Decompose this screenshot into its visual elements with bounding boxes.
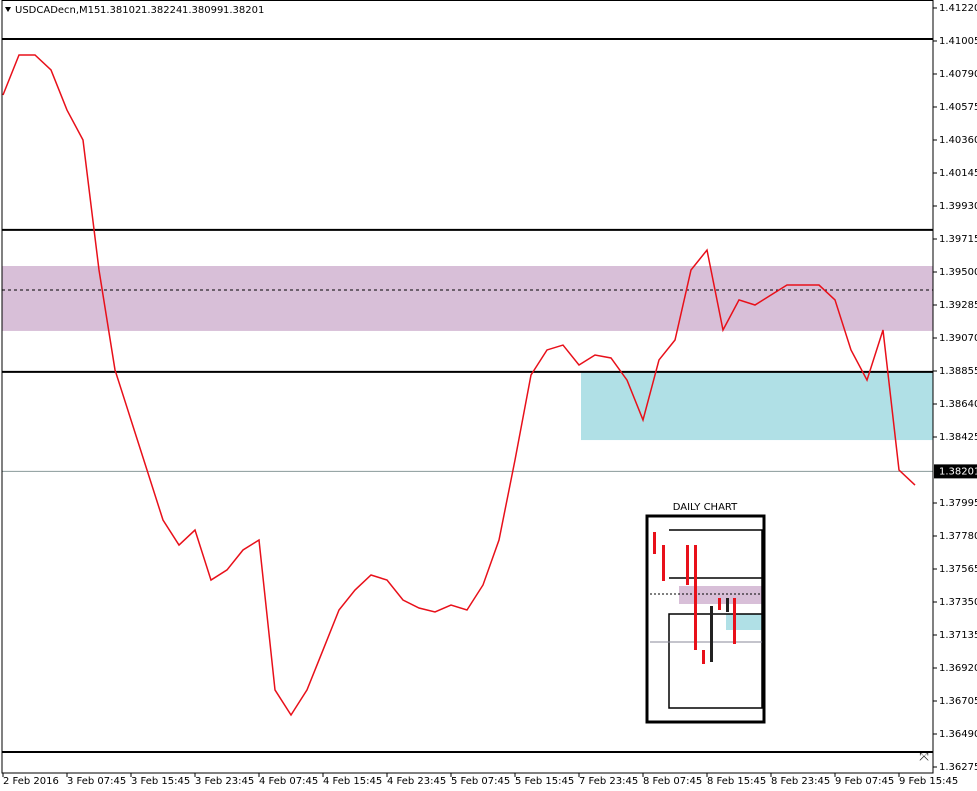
x-tick-label: 8 Feb 23:45 <box>771 776 830 787</box>
inset-candle <box>718 598 721 610</box>
inset-candle <box>702 650 705 664</box>
x-tick-label: 3 Feb 07:45 <box>67 776 126 787</box>
x-tick-label: 9 Feb 07:45 <box>835 776 894 787</box>
x-tick-label: 5 Feb 07:45 <box>451 776 510 787</box>
x-tick-label: 3 Feb 15:45 <box>131 776 190 787</box>
x-tick-label: 4 Feb 23:45 <box>387 776 446 787</box>
x-tick-label: 3 Feb 23:45 <box>195 776 254 787</box>
y-tick-label: 1.40790 <box>939 69 977 80</box>
menu-arrow[interactable] <box>5 7 11 12</box>
inset-candle <box>733 598 736 644</box>
y-tick-label: 1.39500 <box>939 267 977 278</box>
zones <box>2 266 933 441</box>
daily-inset: DAILY CHART <box>645 502 766 724</box>
inset-candle <box>694 545 697 650</box>
header: USDCADecn,M15 1.38102 1.38224 1.38099 1.… <box>5 5 264 16</box>
x-tick-label: 4 Feb 15:45 <box>323 776 382 787</box>
x-tick-label: 4 Feb 07:45 <box>259 776 318 787</box>
y-tick-label: 1.38425 <box>939 432 977 443</box>
symbol-title: USDCADecn,M15 <box>15 5 100 16</box>
y-tick-label: 1.37780 <box>939 531 977 542</box>
plot <box>2 37 933 753</box>
y-tick-label: 1.37135 <box>939 630 977 641</box>
y-tick-label: 1.40575 <box>939 102 977 113</box>
y-tick-label: 1.37995 <box>939 498 977 509</box>
price-line <box>2 54 916 717</box>
x-tick-label: 8 Feb 07:45 <box>643 776 702 787</box>
y-tick-label: 1.41005 <box>939 36 977 47</box>
y-tick-label: 1.39930 <box>939 201 977 212</box>
current-price-label: 1.38201 <box>939 466 977 477</box>
y-tick-label: 1.36490 <box>939 729 977 740</box>
y-tick-label: 1.39070 <box>939 333 977 344</box>
y-tick-label: 1.41220 <box>939 3 977 14</box>
x-tick-label: 5 Feb 15:45 <box>515 776 574 787</box>
y-tick-label: 1.39285 <box>939 300 977 311</box>
inset-candle <box>653 532 656 554</box>
y-tick-label: 1.36275 <box>939 762 977 773</box>
quote-open: 1.38102 <box>100 5 141 16</box>
y-tick-label: 1.36705 <box>939 696 977 707</box>
inset-zone <box>726 614 762 630</box>
y-tick-label: 1.38855 <box>939 366 977 377</box>
x-tick-label: 9 Feb 15:45 <box>899 776 958 787</box>
inset-zone <box>679 586 762 604</box>
inset-candle <box>710 606 713 662</box>
y-tick-label: 1.40145 <box>939 168 977 179</box>
y-tick-label: 1.37350 <box>939 597 977 608</box>
x-tick-label: 7 Feb 23:45 <box>579 776 638 787</box>
zone <box>2 266 933 331</box>
quote-high: 1.38224 <box>141 5 182 16</box>
scroll-shift-icon[interactable]: ⤧ <box>919 750 929 764</box>
y-tick-label: 1.36920 <box>939 663 977 674</box>
x-tick-label: 2 Feb 2016 <box>3 776 59 787</box>
inset-candle <box>726 598 729 612</box>
inset-candle <box>662 545 665 581</box>
zone <box>581 371 933 441</box>
y-tick-label: 1.39715 <box>939 234 977 245</box>
current-price-box <box>934 464 977 479</box>
y-tick-label: 1.40360 <box>939 135 977 146</box>
plot-frame <box>1 0 934 774</box>
inset-label: DAILY CHART <box>673 502 738 513</box>
y-tick-label: 1.37565 <box>939 564 977 575</box>
inset-levels <box>668 529 763 709</box>
quote-low: 1.38099 <box>182 5 223 16</box>
quote-close: 1.38201 <box>223 5 264 16</box>
y-tick-label: 1.38640 <box>939 399 977 410</box>
x-tick-label: 8 Feb 15:45 <box>707 776 766 787</box>
inset-candle <box>686 545 689 585</box>
